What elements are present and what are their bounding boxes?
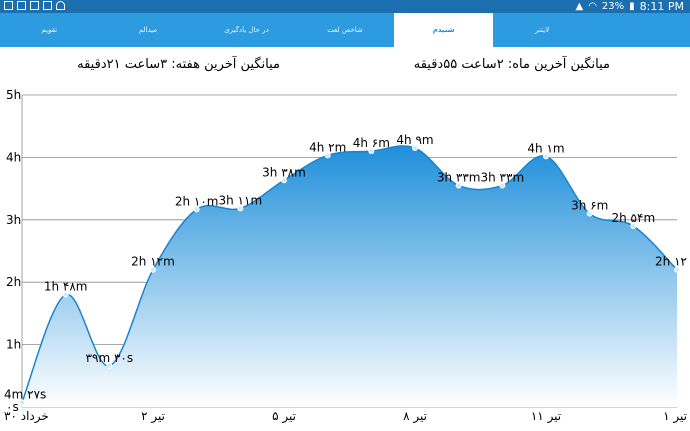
data-point	[281, 177, 287, 184]
wifi-icon: ◠	[588, 1, 597, 12]
data-point	[19, 399, 25, 406]
data-label: 2h ۱۰m	[175, 194, 219, 208]
battery-percent: 23%	[601, 1, 625, 12]
data-label: 4h ۲m	[309, 140, 346, 154]
headset-icon	[56, 1, 65, 10]
data-label: 2h ۵۴m	[612, 211, 656, 225]
tab-leitner[interactable]: لایتنر	[535, 26, 550, 34]
data-point	[674, 266, 680, 273]
data-point	[150, 266, 156, 273]
x-tick-label: ۱۱ تیر	[531, 409, 561, 424]
data-points	[19, 145, 680, 406]
data-label: 3h ۶m	[571, 199, 608, 213]
week-average: میانگین آخرین هفته: ۳ساعت ۲۱دقیقه	[77, 57, 280, 72]
status-bar: ▲ ◠ 23% ▮ 8:11 PM	[0, 0, 690, 13]
data-point	[412, 145, 418, 152]
data-label: 3h ۳۸m	[262, 165, 306, 179]
tab-listened[interactable]: شنیدم	[394, 13, 493, 47]
data-label: ۳۹m ۳۰s	[86, 351, 134, 365]
month-average: میانگین آخرین ماه: ۲ساعت ۵۵دقیقه	[413, 57, 610, 72]
data-label: 1h ۴۸m	[44, 280, 88, 294]
data-point	[586, 210, 593, 217]
data-point	[499, 182, 506, 189]
phone-icon	[43, 1, 52, 10]
y-tick-label: 1h	[6, 338, 21, 352]
battery-icon: ▮	[629, 1, 635, 12]
data-label: 2h ۱۲	[655, 255, 687, 269]
x-tick-label: ۳۰ خرداد	[4, 409, 49, 424]
x-tick-label: ۸ تیر	[403, 409, 427, 424]
tab-learning[interactable]: در حال یادگیری	[224, 26, 269, 34]
tab-more[interactable]	[591, 13, 690, 47]
data-label: 4h ۶m	[353, 136, 390, 150]
area-fill	[22, 145, 677, 407]
x-tick-label: ۵ تیر	[272, 409, 296, 424]
data-label: 4h ۱m	[527, 141, 564, 155]
data-label: 3h ۱۱m	[219, 193, 263, 207]
data-label: 4m ۲۷s	[4, 387, 46, 401]
data-point	[455, 182, 462, 189]
image-icon	[17, 1, 26, 10]
data-label: 2h ۱۲m	[131, 255, 175, 269]
y-tick-label: 5h	[6, 88, 21, 102]
y-tick-label: 3h	[6, 213, 21, 227]
x-tick-label: ۱ تیر	[663, 409, 687, 424]
data-point	[324, 152, 331, 159]
y-tick-label: ۰s	[6, 400, 19, 414]
tab-bar: تقویم میدالم در حال یادگیری شاخص لغت شنی…	[0, 13, 690, 47]
notification-icons	[4, 1, 65, 10]
y-tick-label: 4h	[6, 150, 21, 164]
y-axis: ۰s 1h 2h 3h 4h 5h	[6, 88, 21, 414]
tab-calendar[interactable]: تقویم	[41, 26, 58, 34]
y-tick-label: 2h	[6, 275, 21, 289]
data-label: 3h ۳۳m	[437, 170, 481, 184]
data-labels: 4m ۲۷s 1h ۴۸m ۳۹m ۳۰s 2h ۱۲m 2h ۱۰m 3h ۱۱m 3h …	[4, 133, 687, 401]
clock: 8:11 PM	[639, 0, 684, 13]
mail-icon	[4, 1, 13, 10]
download-icon	[30, 1, 39, 10]
x-tick-label: ۲ تیر	[141, 409, 165, 424]
tab-medals[interactable]: میدالم	[138, 26, 157, 34]
data-point	[237, 205, 244, 212]
tab-word-index[interactable]: شاخص لغت	[327, 26, 363, 34]
x-axis: ۳۰ خرداد ۲ تیر ۵ تیر ۸ تیر ۱۱ تیر ۱ تیر	[4, 409, 687, 424]
data-point	[368, 148, 375, 155]
data-point	[106, 362, 113, 369]
listening-chart: 4m ۲۷s 1h ۴۸m ۳۹m ۳۰s 2h ۱۲m 2h ۱۰m 3h ۱۱m 3h …	[4, 88, 687, 424]
data-label: 3h ۳۳m	[481, 170, 525, 184]
data-label: 4h ۹m	[396, 133, 433, 147]
data-point	[543, 153, 549, 160]
signal-icon: ▲	[575, 1, 584, 12]
data-point	[193, 206, 200, 213]
data-point	[62, 291, 69, 298]
data-point	[630, 223, 637, 230]
